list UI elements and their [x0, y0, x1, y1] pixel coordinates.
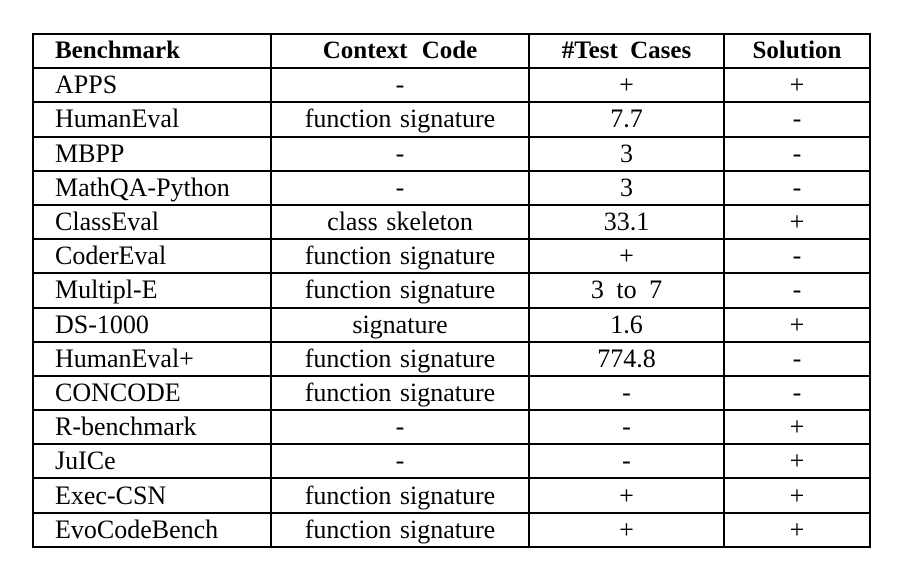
benchmark-cell: CoderEval [32, 238, 272, 275]
test-cases-cell: 7.7 [528, 101, 725, 138]
solution-cell: + [723, 511, 871, 548]
test-cases-cell: 774.8 [528, 340, 725, 377]
table-row: HumanEval function signature 7.7 - [32, 101, 871, 138]
test-cases-cell: 1.6 [528, 306, 725, 343]
solution-cell: + [723, 203, 871, 241]
table-row: R-benchmark - - + [32, 409, 871, 446]
test-cases-cell: 3 [528, 135, 725, 172]
benchmark-cell: HumanEval+ [32, 340, 272, 377]
benchmark-cell: CONCODE [32, 374, 272, 412]
table-row: CONCODE function signature - - [32, 374, 871, 412]
benchmark-cell: MathQA-Python [32, 169, 272, 206]
solution-cell: - [723, 135, 871, 172]
benchmark-cell: Exec-CSN [32, 477, 272, 514]
solution-cell: - [723, 238, 871, 275]
benchmark-cell: R-benchmark [32, 409, 272, 446]
benchmark-cell: Multipl-E [32, 272, 272, 309]
benchmark-cell: JuICe [32, 443, 272, 480]
benchmark-cell: DS-1000 [32, 306, 272, 343]
test-cases-cell: 3 to 7 [528, 272, 725, 309]
context-code-cell: signature [270, 306, 530, 343]
table-row: ClassEval class skeleton 33.1 + [32, 203, 871, 241]
header-test-cases: #Test Cases [528, 32, 725, 70]
test-cases-cell: - [528, 374, 725, 412]
header-benchmark: Benchmark [32, 32, 272, 70]
benchmark-cell: ClassEval [32, 203, 272, 241]
table-row: CoderEval function signature + - [32, 238, 871, 275]
solution-cell: - [723, 374, 871, 412]
benchmark-cell: EvoCodeBench [32, 511, 272, 548]
table-row: HumanEval+ function signature 774.8 - [32, 340, 871, 377]
benchmark-cell: MBPP [32, 135, 272, 172]
solution-cell: + [723, 477, 871, 514]
solution-cell: - [723, 101, 871, 138]
benchmark-cell: HumanEval [32, 101, 272, 138]
header-row: Benchmark Context Code #Test Cases Solut… [32, 32, 871, 70]
context-code-cell: function signature [270, 272, 530, 309]
context-code-cell: - [270, 409, 530, 446]
header-solution: Solution [723, 32, 871, 70]
test-cases-cell: 33.1 [528, 203, 725, 241]
solution-cell: - [723, 272, 871, 309]
table-row: JuICe - - + [32, 443, 871, 480]
context-code-cell: class skeleton [270, 203, 530, 241]
test-cases-cell: - [528, 409, 725, 446]
context-code-cell: function signature [270, 511, 530, 548]
context-code-cell: function signature [270, 374, 530, 412]
context-code-cell: - [270, 67, 530, 104]
test-cases-cell: - [528, 443, 725, 480]
test-cases-cell: + [528, 477, 725, 514]
context-code-cell: function signature [270, 238, 530, 275]
table-row: MathQA-Python - 3 - [32, 169, 871, 206]
solution-cell: + [723, 409, 871, 446]
table-row: MBPP - 3 - [32, 135, 871, 172]
table-row: Multipl-E function signature 3 to 7 - [32, 272, 871, 309]
table-row: Exec-CSN function signature + + [32, 477, 871, 514]
test-cases-cell: + [528, 511, 725, 548]
solution-cell: - [723, 340, 871, 377]
context-code-cell: - [270, 443, 530, 480]
solution-cell: + [723, 443, 871, 480]
benchmark-table: Benchmark Context Code #Test Cases Solut… [32, 32, 871, 548]
context-code-cell: function signature [270, 340, 530, 377]
table-row: APPS - + + [32, 67, 871, 104]
solution-cell: - [723, 169, 871, 206]
context-code-cell: - [270, 169, 530, 206]
table-row: EvoCodeBench function signature + + [32, 511, 871, 548]
test-cases-cell: + [528, 67, 725, 104]
header-context-code: Context Code [270, 32, 530, 70]
solution-cell: + [723, 67, 871, 104]
context-code-cell: - [270, 135, 530, 172]
solution-cell: + [723, 306, 871, 343]
context-code-cell: function signature [270, 101, 530, 138]
context-code-cell: function signature [270, 477, 530, 514]
benchmark-cell: APPS [32, 67, 272, 104]
table-row: DS-1000 signature 1.6 + [32, 306, 871, 343]
test-cases-cell: 3 [528, 169, 725, 206]
test-cases-cell: + [528, 238, 725, 275]
